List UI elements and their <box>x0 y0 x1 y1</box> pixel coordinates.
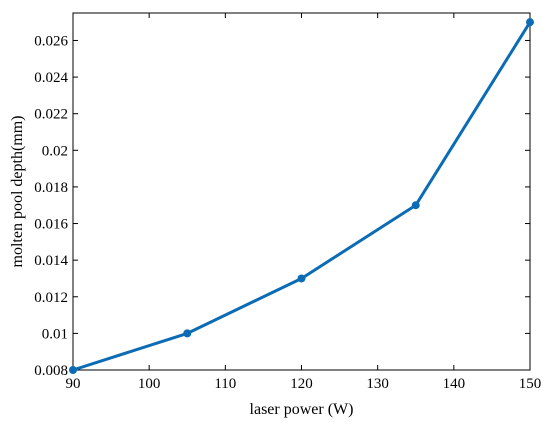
y-tick-label: 0.01 <box>42 326 68 342</box>
data-point <box>183 329 192 338</box>
y-axis-ticks: 0.008 0.01 0.012 0.014 0.016 0.018 0.02 0.022 0.… <box>34 33 530 379</box>
series-group <box>69 18 534 374</box>
y-axis-title: molten pool depth(mm) <box>9 116 26 268</box>
y-tick-label: 0.022 <box>34 107 68 123</box>
x-axis-title: laser power (W) <box>250 401 354 418</box>
y-tick-label: 0.026 <box>34 33 68 49</box>
data-point <box>411 201 420 210</box>
y-tick-label: 0.014 <box>34 253 68 269</box>
y-tick-label: 0.02 <box>42 143 68 159</box>
x-tick-label: 140 <box>443 376 466 392</box>
y-tick-label: 0.012 <box>34 290 68 306</box>
y-tick-label: 0.016 <box>34 217 68 233</box>
x-tick-label: 130 <box>366 376 389 392</box>
x-tick-label: 90 <box>66 376 81 392</box>
x-tick-label: 150 <box>519 376 542 392</box>
x-tick-label: 120 <box>290 376 313 392</box>
plot-frame <box>72 12 531 371</box>
x-tick-label: 100 <box>138 376 161 392</box>
x-axis-ticks: 90 100 110 120 130 140 150 <box>66 13 542 392</box>
y-tick-label: 0.018 <box>34 180 68 196</box>
data-point <box>297 274 306 283</box>
data-point <box>69 366 77 374</box>
series-line <box>72 21 532 372</box>
data-point <box>526 18 534 27</box>
x-tick-label: 110 <box>214 376 236 392</box>
y-tick-label: 0.024 <box>34 70 68 86</box>
y-tick-label: 0.008 <box>34 363 68 379</box>
